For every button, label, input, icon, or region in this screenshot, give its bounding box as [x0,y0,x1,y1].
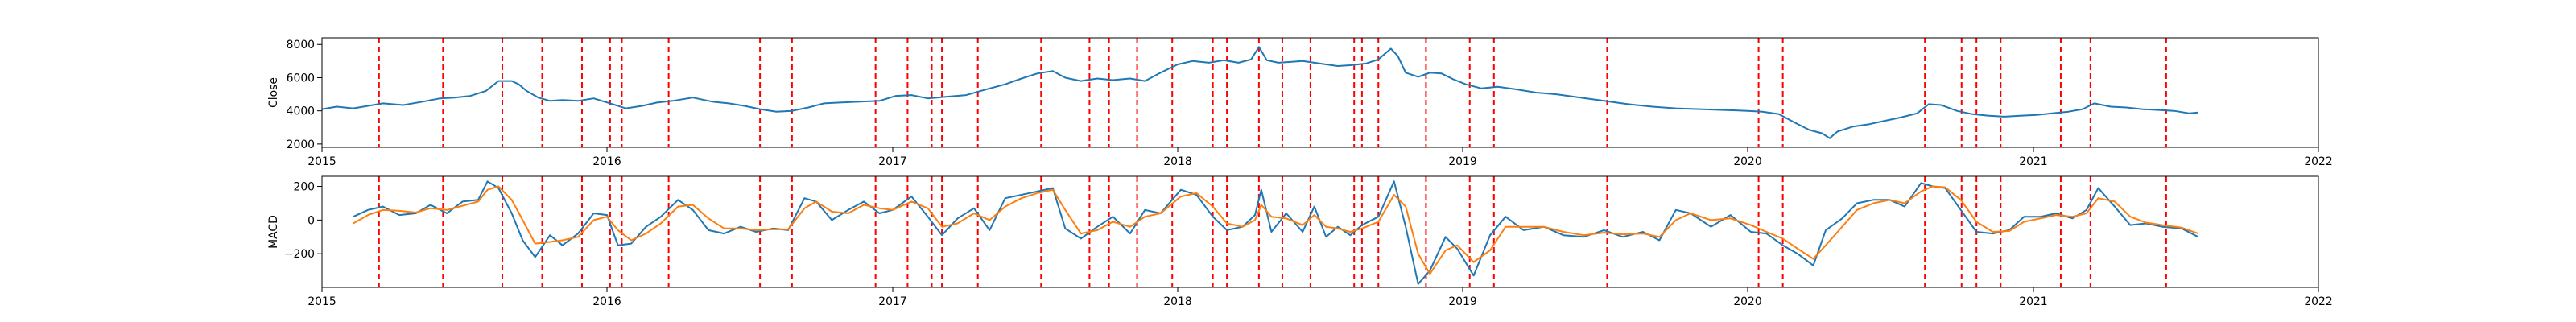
series-line [321,46,2198,139]
x-tick-label: 2015 [308,295,336,308]
macd-series-layer [353,180,2199,285]
x-tick-label: 2016 [592,155,621,168]
x-tick-label: 2016 [592,295,621,308]
y-tick-label: 2000 [287,138,315,151]
x-tick-label: 2022 [2304,155,2332,168]
macd-y-axis-label: MACD [267,215,280,249]
y-tick-label: 0 [308,214,315,227]
x-tick-label: 2021 [2019,295,2047,308]
x-tick-label: 2015 [308,155,336,168]
x-tick-label: 2020 [1733,155,1761,168]
macd-axes-frame [321,175,2319,288]
close-y-axis: 2000 4000 6000 8000 [287,39,322,151]
macd-event-markers [378,176,2167,287]
y-tick-label: 4000 [287,105,315,118]
series-line [353,185,2198,275]
y-tick-label: −200 [284,248,315,261]
macd-panel: 2015 2016 2017 2018 2019 2020 2021 2022 −200 0 20… [267,175,2333,308]
x-tick-label: 2017 [878,155,906,168]
close-y-axis-label: Close [267,77,280,108]
x-tick-label: 2019 [1448,155,1476,168]
x-tick-label: 2017 [878,295,906,308]
y-tick-label: 200 [293,181,315,194]
x-tick-label: 2021 [2019,155,2047,168]
close-axes-frame [321,37,2319,148]
y-tick-label: 8000 [287,39,315,52]
x-tick-label: 2020 [1733,295,1761,308]
close-event-markers [378,38,2167,147]
x-tick-label: 2018 [1163,295,1191,308]
close-price-panel: 2015 2016 2017 2018 2019 2020 2021 2022 2000 400… [267,37,2333,168]
close-series-layer [321,46,2198,139]
close-x-axis: 2015 2016 2017 2018 2019 2020 2021 2022 [308,147,2333,168]
macd-y-axis: −200 0 200 [284,181,322,261]
y-tick-label: 6000 [287,72,315,85]
x-tick-label: 2019 [1448,295,1476,308]
x-tick-label: 2018 [1163,155,1191,168]
x-tick-label: 2022 [2304,295,2332,308]
macd-x-axis: 2015 2016 2017 2018 2019 2020 2021 2022 [308,287,2333,308]
